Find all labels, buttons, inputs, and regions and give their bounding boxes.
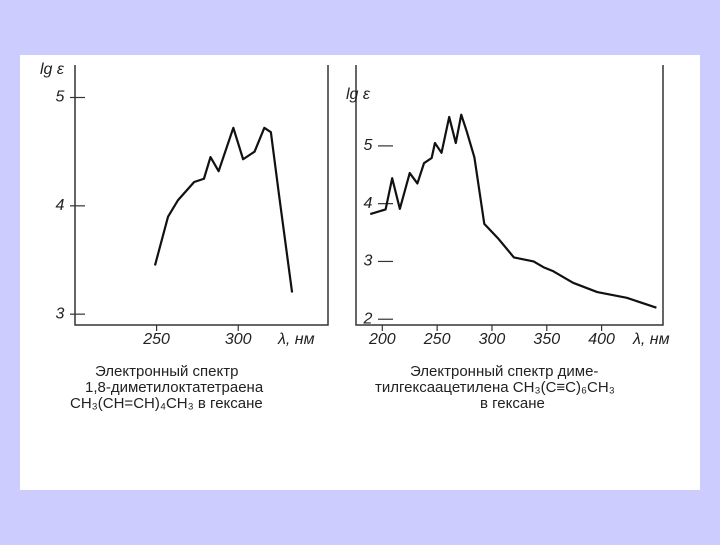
y-axis-label: lg ε (40, 61, 65, 78)
y-tick-label: 4 (56, 197, 65, 214)
x-tick-label: 250 (142, 331, 170, 348)
spectrum-line (369, 113, 657, 309)
caption-line: тилгексаацетилена CH₃(C≡C)₆CH₃ (375, 379, 615, 396)
x-tick-label: 350 (533, 331, 560, 348)
y-tick-label: 5 (364, 137, 373, 154)
x-tick-label: 300 (479, 331, 506, 348)
caption-line: CH₃(CH=CH)₄CH₃ в гексане (70, 395, 263, 412)
panel (20, 55, 700, 490)
caption-line: 1,8-диметилоктатетраена (85, 379, 264, 396)
x-tick-label: 300 (225, 331, 252, 348)
spectrum-line (153, 126, 294, 293)
y-tick-label: 4 (364, 195, 373, 212)
x-axis-label: λ, нм (632, 331, 670, 348)
x-axis-label: λ, нм (277, 331, 315, 348)
x-tick-label: 400 (588, 331, 615, 348)
y-tick-label: 2 (363, 310, 373, 327)
frame (355, 65, 664, 326)
x-tick-label: 250 (423, 331, 451, 348)
y-tick-label: 3 (364, 253, 373, 270)
y-axis-label: lg ε (346, 86, 371, 103)
caption-line: в гексане (480, 395, 545, 412)
caption-line: Электронный спектр (95, 363, 238, 380)
caption-line: Электронный спектр диме- (410, 363, 598, 380)
y-tick-label: 5 (56, 89, 65, 106)
y-tick-label: 3 (56, 305, 65, 322)
x-tick-label: 200 (368, 331, 396, 348)
frame (74, 65, 329, 326)
